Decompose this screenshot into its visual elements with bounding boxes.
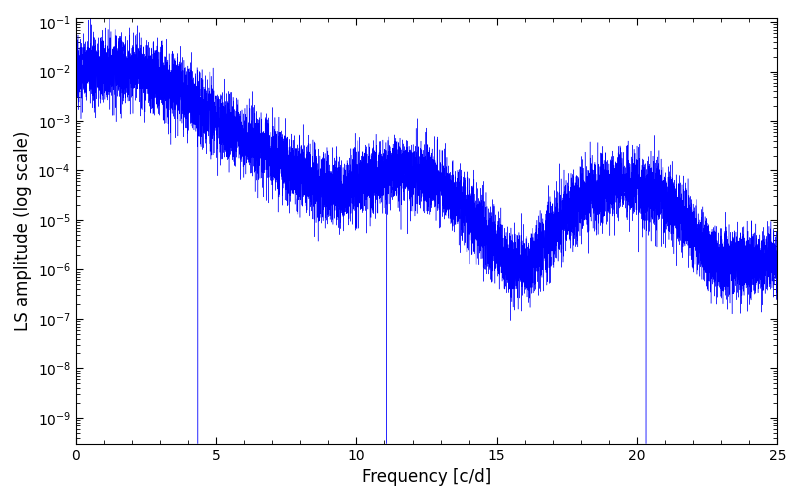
Y-axis label: LS amplitude (log scale): LS amplitude (log scale): [14, 130, 32, 331]
X-axis label: Frequency [c/d]: Frequency [c/d]: [362, 468, 491, 486]
